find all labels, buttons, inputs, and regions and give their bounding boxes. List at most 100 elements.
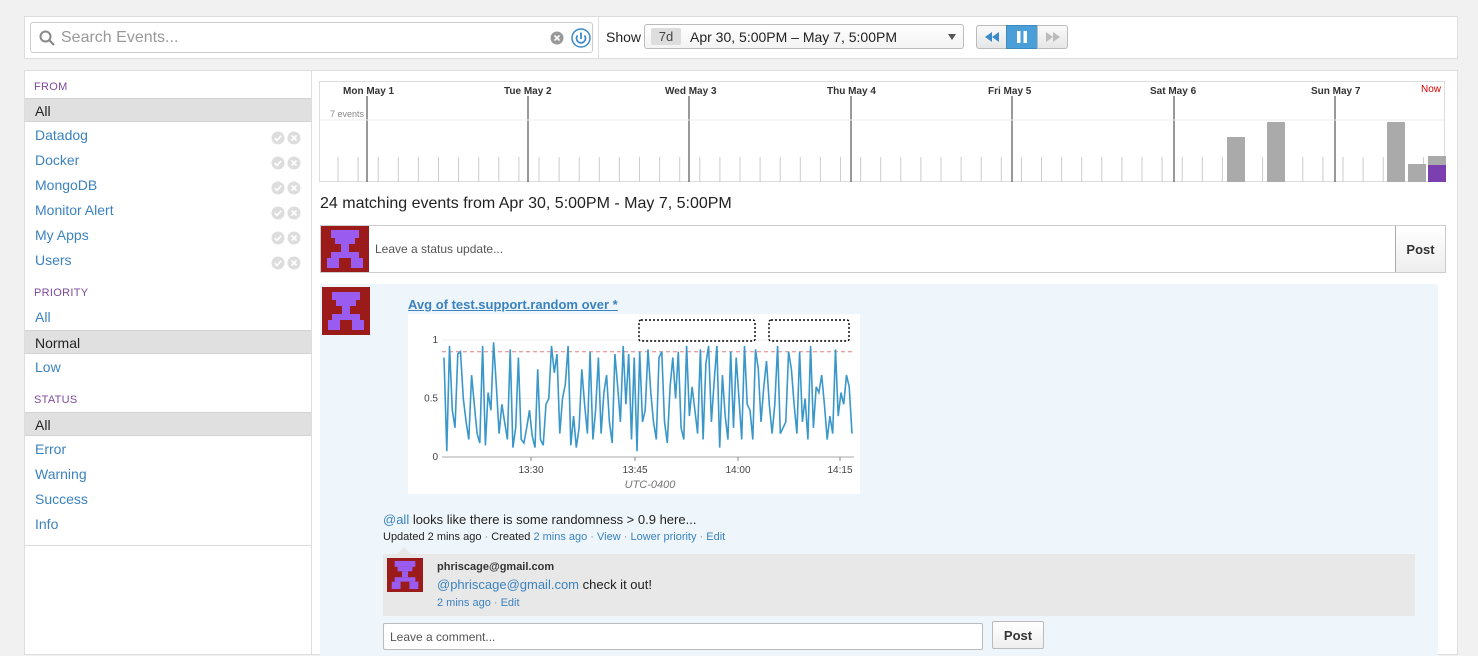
filter-status-warning[interactable]: Warning (25, 462, 312, 486)
filter-label: My Apps (35, 227, 89, 243)
forward-button[interactable] (1037, 25, 1068, 49)
user-avatar-icon (328, 292, 364, 330)
filter-label: All (35, 417, 51, 433)
matching-count: 24 matching events from Apr 30, 5:00PM -… (320, 195, 732, 212)
filter-actions (271, 153, 301, 177)
post-status-button[interactable]: Post (1395, 226, 1445, 272)
created-time-link[interactable]: 2 mins ago (533, 531, 588, 543)
filter-status-all[interactable]: All (25, 412, 312, 436)
time-range-select[interactable]: 7d Apr 30, 5:00PM – May 7, 5:00PM (644, 24, 964, 49)
timeline-bar (1408, 164, 1426, 182)
event-text: @all looks like there is some randomness… (383, 512, 696, 527)
meta-separator: · (490, 597, 501, 609)
lower-priority-link[interactable]: Lower priority (630, 531, 697, 543)
check-circle-icon[interactable] (271, 156, 285, 170)
status-heading: STATUS (34, 394, 78, 406)
filter-from-docker[interactable]: Docker (25, 148, 312, 172)
user-avatar-icon (391, 560, 419, 590)
filter-label: Users (35, 252, 72, 268)
filter-status-info[interactable]: Info (25, 512, 312, 536)
close-circle-icon[interactable] (287, 231, 301, 245)
filter-label: MongoDB (35, 177, 98, 193)
rewind-button[interactable] (976, 25, 1007, 49)
check-circle-icon[interactable] (271, 256, 285, 270)
meta-separator: · (587, 531, 598, 543)
filter-priority-low[interactable]: Low (25, 355, 312, 379)
series-line (443, 342, 853, 452)
post-comment-button[interactable]: Post (992, 621, 1044, 649)
close-circle-icon[interactable] (287, 181, 301, 195)
clear-icon[interactable] (550, 31, 564, 50)
filter-priority-normal[interactable]: Normal (25, 330, 312, 354)
filter-from-all[interactable]: All (25, 98, 312, 122)
now-label: Now (1420, 84, 1441, 95)
filter-from-monitor-alert[interactable]: Monitor Alert (25, 198, 312, 222)
comment-input[interactable] (383, 623, 983, 650)
updated-time: Updated 2 mins ago (383, 531, 482, 543)
event-avatar (322, 287, 370, 335)
filter-sidebar: FROM All Datadog Docker MongoDB Monitor Aler… (24, 70, 312, 655)
check-circle-icon[interactable] (271, 206, 285, 220)
view-link[interactable]: View (597, 531, 621, 543)
meta-separator: · (696, 531, 707, 543)
close-circle-icon[interactable] (287, 131, 301, 145)
x-tick-label: 14:00 (725, 465, 750, 476)
timeline-bar (1387, 122, 1405, 182)
timeline-day-label: Sun May 7 (1311, 86, 1361, 97)
check-circle-icon[interactable] (271, 181, 285, 195)
filter-priority-all[interactable]: All (25, 305, 312, 329)
event-timeline[interactable]: Mon May 1 Tue May 2 Wed May 3 Thu May 4 Fri … (319, 81, 1446, 182)
y-tick-label: 0.5 (424, 394, 438, 405)
filter-label: Info (35, 516, 59, 532)
comment-avatar (387, 558, 423, 592)
close-circle-icon[interactable] (287, 156, 301, 170)
timeline-day-label: Mon May 1 (343, 86, 395, 97)
timeline-day-label: Sat May 6 (1150, 86, 1197, 97)
comment-author: phriscage@gmail.com (437, 561, 555, 573)
comment-time-link[interactable]: 2 mins ago (437, 597, 491, 609)
line-chart: 0 0.5 1 13:30 13:45 14:00 14:15 UTC-0400 (424, 319, 854, 491)
filter-from-my-apps[interactable]: My Apps (25, 223, 312, 247)
pause-button[interactable] (1006, 25, 1038, 49)
comment-text: @phriscage@gmail.com check it out! (437, 577, 652, 592)
comment-edit-link[interactable]: Edit (500, 597, 520, 609)
timeline-day-label: Thu May 4 (827, 86, 876, 97)
check-circle-icon[interactable] (271, 231, 285, 245)
filter-label: Docker (35, 152, 80, 168)
filter-label: Warning (35, 466, 87, 482)
events-main: Mon May 1 Tue May 2 Wed May 3 Thu May 4 Fri … (311, 70, 1458, 656)
search-input[interactable] (61, 27, 531, 49)
close-circle-icon[interactable] (287, 256, 301, 270)
event-title-link[interactable]: Avg of test.support.random over * (408, 297, 618, 312)
pause-icon (1017, 31, 1027, 43)
timeline-bar-current (1428, 165, 1446, 182)
check-circle-icon[interactable] (271, 131, 285, 145)
filter-from-users[interactable]: Users (25, 248, 312, 272)
filter-from-mongodb[interactable]: MongoDB (25, 173, 312, 197)
avatar (321, 226, 369, 272)
x-tick-label: 14:15 (827, 465, 852, 476)
meta-separator: · (481, 531, 492, 543)
search-box[interactable] (30, 22, 593, 53)
created-prefix: Created (491, 531, 534, 543)
comment-mention[interactable]: @phriscage@gmail.com (437, 577, 579, 592)
threshold-highlight-box (638, 319, 756, 342)
filter-label: Low (35, 359, 61, 375)
filter-status-error[interactable]: Error (25, 437, 312, 461)
edit-link[interactable]: Edit (706, 531, 726, 543)
power-icon[interactable] (571, 28, 591, 53)
y-tick-label: 1 (432, 335, 438, 346)
comment-body: check it out! (579, 577, 652, 592)
event-graph: 0 0.5 1 13:30 13:45 14:00 14:15 UTC-0400 (408, 314, 860, 494)
mention-all[interactable]: @all (383, 512, 410, 527)
status-update-input[interactable] (370, 226, 1398, 272)
y-tick-label: 0 (432, 452, 438, 463)
priority-heading: PRIORITY (34, 287, 89, 299)
close-circle-icon[interactable] (287, 206, 301, 220)
filter-status-success[interactable]: Success (25, 487, 312, 511)
x-axis-label: UTC-0400 (625, 479, 677, 491)
threshold-highlight-box (768, 319, 850, 342)
filter-from-datadog[interactable]: Datadog (25, 123, 312, 147)
filter-label: Monitor Alert (35, 202, 114, 218)
timeline-day-label: Fri May 5 (988, 86, 1032, 97)
